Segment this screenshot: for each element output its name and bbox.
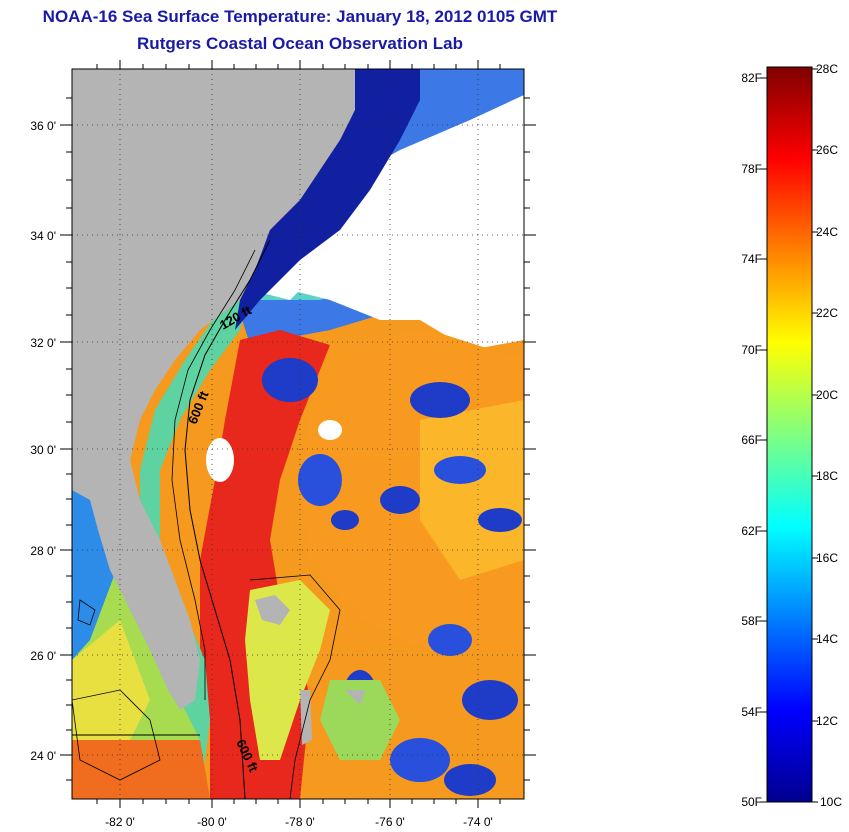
cb-c-16: 16C	[816, 551, 838, 565]
cb-f-62: 62F	[741, 524, 762, 538]
lon-label-80: -80 0'	[197, 815, 227, 829]
map-frame	[71, 68, 525, 800]
map-subtitle: Rutgers Coastal Ocean Observation Lab	[137, 34, 463, 53]
cb-c-10: 10C	[820, 795, 842, 809]
cb-f-78: 78F	[741, 162, 762, 176]
cb-c-26: 26C	[816, 143, 838, 157]
lat-label-24: 24 0'	[30, 749, 56, 763]
cb-c-12: 12C	[816, 714, 838, 728]
minor-ticks	[66, 64, 530, 804]
cb-f-54: 54F	[741, 705, 762, 719]
lon-label-76: -76 0'	[375, 815, 405, 829]
cb-c-18: 18C	[816, 469, 838, 483]
sst-image	[72, 69, 524, 799]
cb-c-28: 28C	[816, 62, 838, 76]
cb-c-22: 22C	[816, 306, 838, 320]
graticule	[72, 69, 524, 799]
lat-label-36: 36 0'	[30, 119, 56, 133]
lat-label-26: 26 0'	[30, 649, 56, 663]
lon-label-82: -82 0'	[105, 815, 135, 829]
map-title: NOAA-16 Sea Surface Temperature: January…	[42, 7, 558, 26]
cb-f-82: 82F	[741, 71, 762, 85]
lat-label-34: 34 0'	[30, 229, 56, 243]
cb-c-20: 20C	[816, 388, 838, 402]
cb-f-66: 66F	[741, 433, 762, 447]
axis-ticks	[60, 60, 536, 808]
lat-label-28: 28 0'	[30, 544, 56, 558]
cb-c-14: 14C	[816, 632, 838, 646]
lon-label-78: -78 0'	[285, 815, 315, 829]
lat-label-30: 30 0'	[30, 443, 56, 457]
colorbar: 82F 78F 74F 70F 66F 62F 58F 54F 50F 28C …	[741, 62, 842, 809]
cb-f-50: 50F	[741, 795, 762, 809]
lat-label-32: 32 0'	[30, 336, 56, 350]
colorbar-gradient	[767, 67, 812, 802]
lon-label-74: -74 0'	[463, 815, 493, 829]
cb-f-70: 70F	[741, 343, 762, 357]
cb-f-58: 58F	[741, 614, 762, 628]
cb-c-24: 24C	[816, 225, 838, 239]
cb-f-74: 74F	[741, 252, 762, 266]
